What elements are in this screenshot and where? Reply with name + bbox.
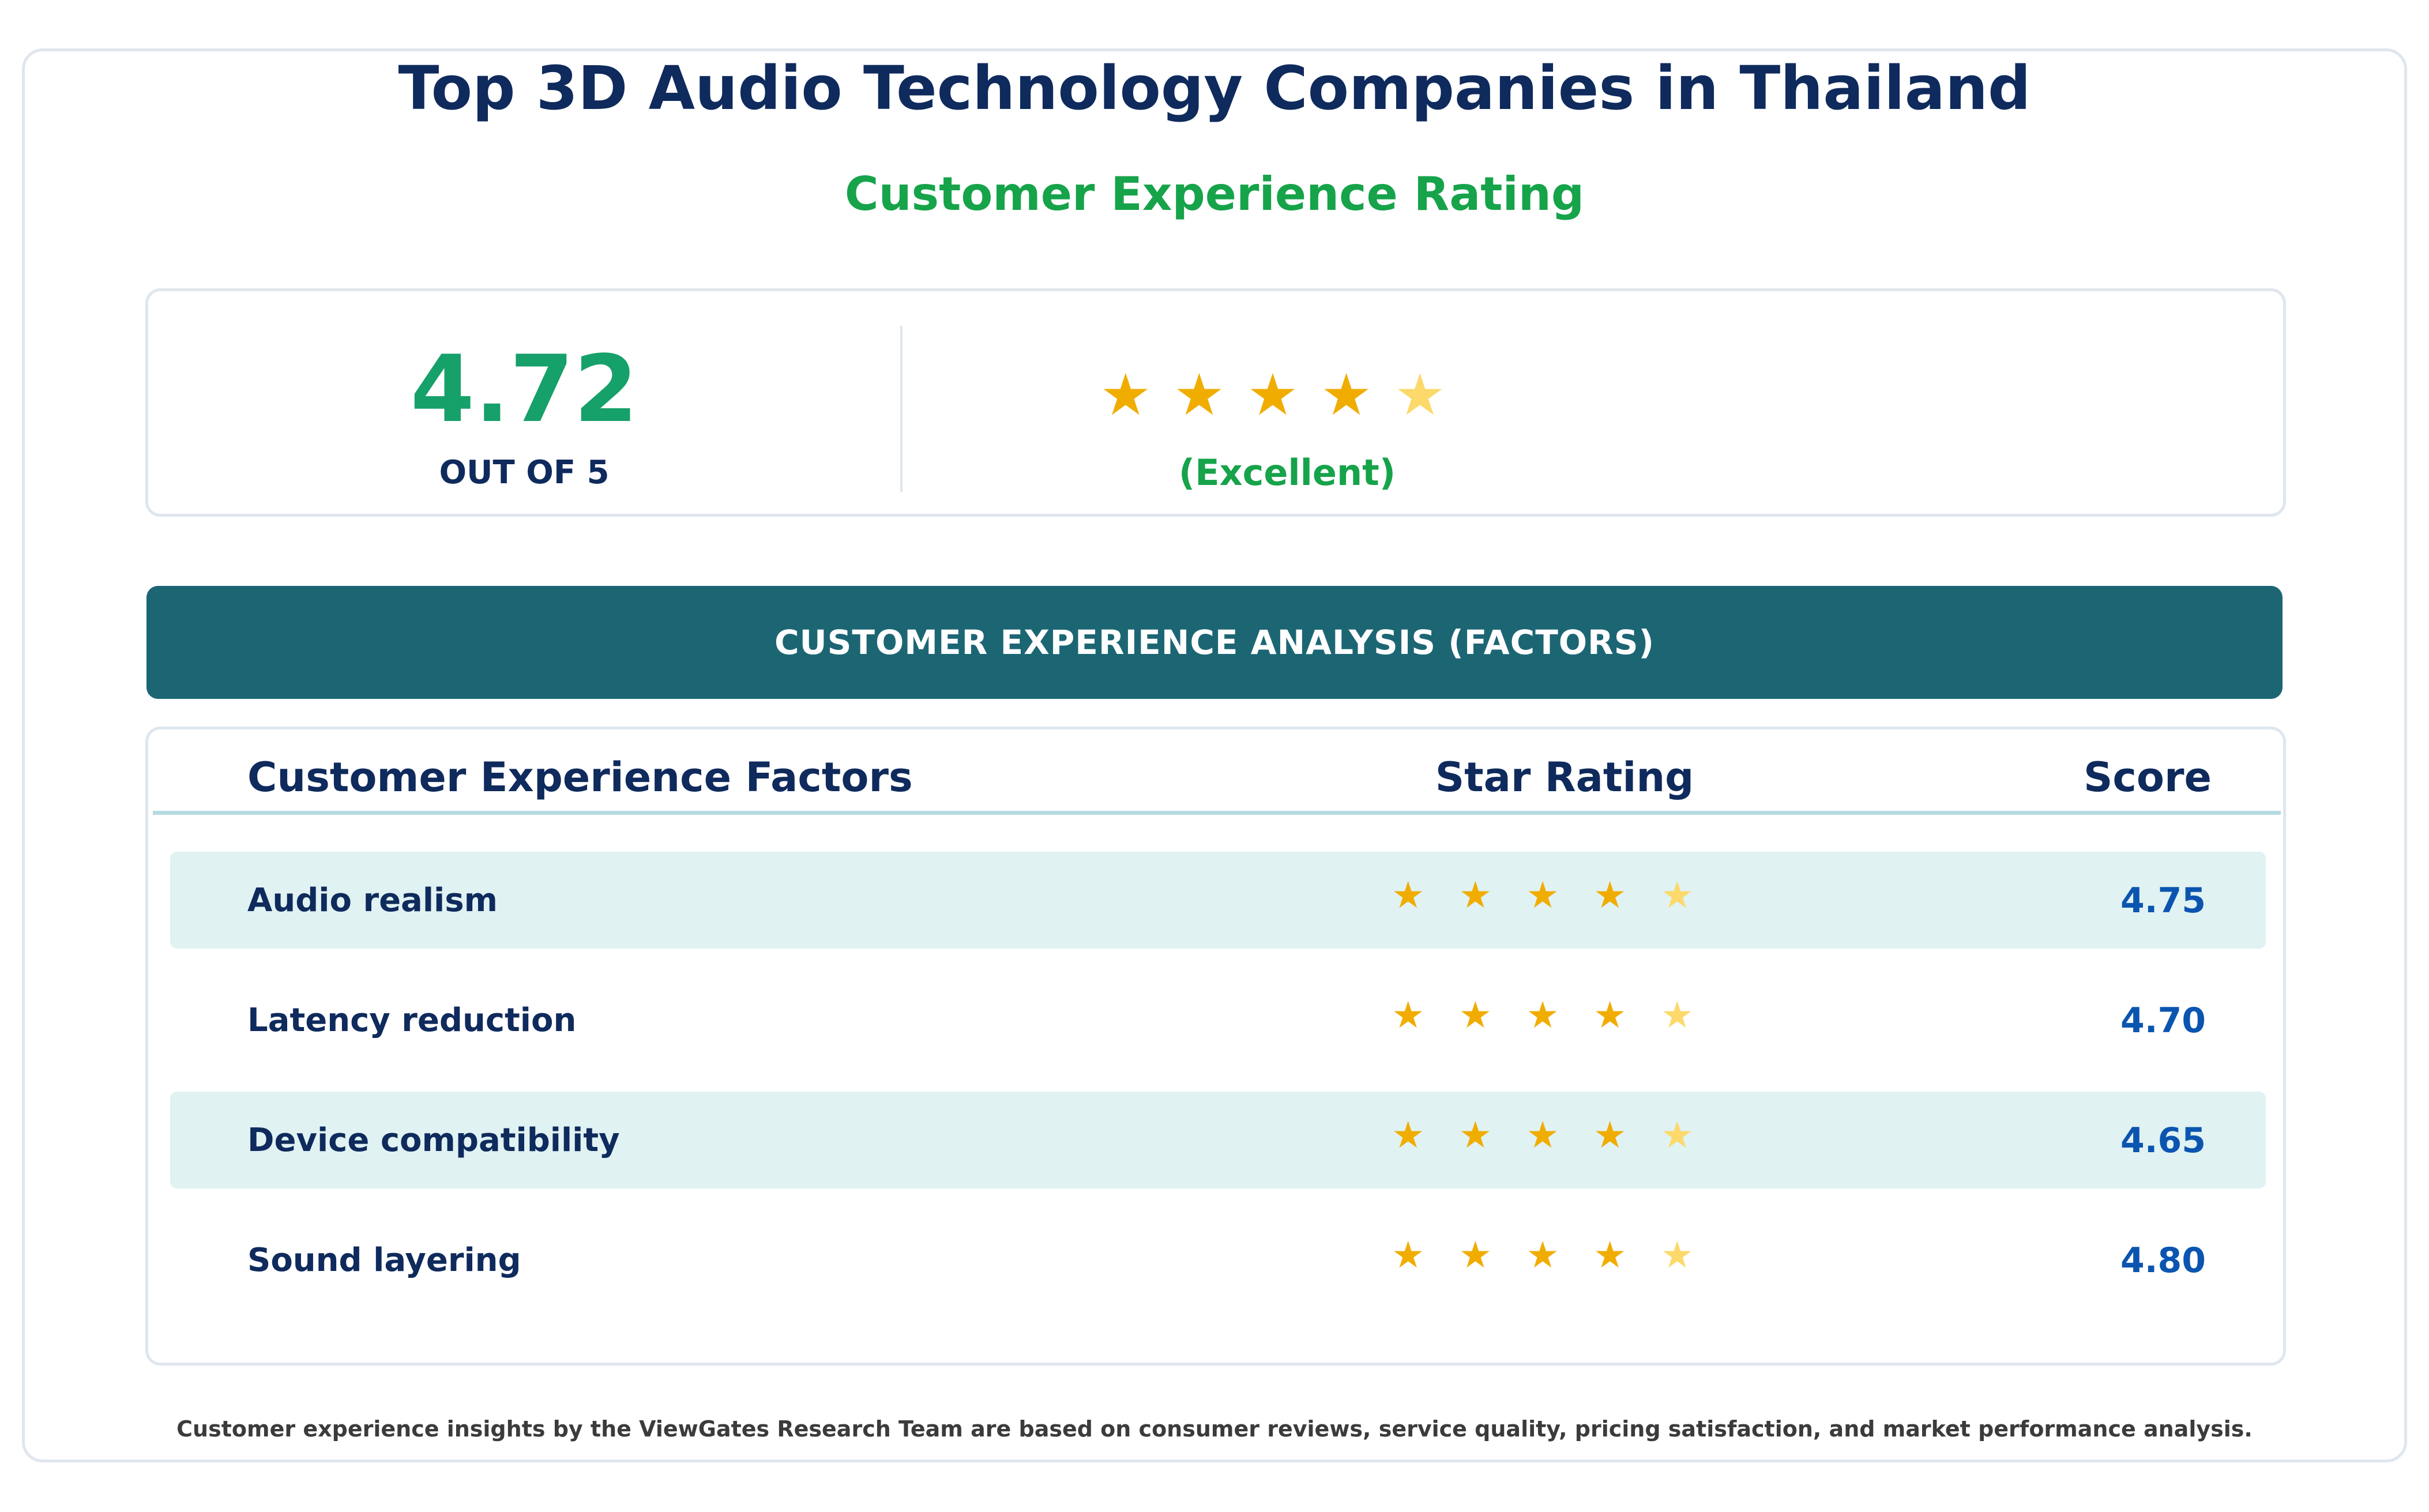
column-header-score: Score bbox=[2084, 754, 2212, 801]
star-icon: ★ bbox=[1458, 1114, 1492, 1157]
star-icon: ★ bbox=[1526, 1234, 1559, 1277]
star-icon: ★ bbox=[1173, 361, 1225, 428]
partial-star-icon: ★ bbox=[1660, 994, 1694, 1037]
factor-label: Device compatibility bbox=[247, 1122, 620, 1159]
summary-divider bbox=[900, 326, 903, 492]
star-icon: ★ bbox=[1458, 1234, 1492, 1277]
partial-star-icon: ★ bbox=[1660, 1114, 1694, 1157]
table-row: Latency reduction ★ ★ ★ ★ ★ 4.70 bbox=[170, 972, 2266, 1069]
partial-star-icon: ★ bbox=[1394, 361, 1446, 428]
column-header-stars: Star Rating bbox=[1435, 754, 1694, 801]
row-star-rating: ★ ★ ★ ★ ★ bbox=[1392, 877, 1694, 914]
overall-score: 4.72 bbox=[410, 335, 638, 443]
table-row: Audio realism ★ ★ ★ ★ ★ 4.75 bbox=[170, 852, 2266, 949]
factor-label: Audio realism bbox=[247, 882, 498, 919]
factor-label: Latency reduction bbox=[247, 1002, 577, 1039]
factors-table: Customer Experience Factors Star Rating … bbox=[145, 727, 2286, 1366]
row-star-rating: ★ ★ ★ ★ ★ bbox=[1392, 997, 1694, 1034]
star-icon: ★ bbox=[1458, 994, 1492, 1037]
star-icon: ★ bbox=[1392, 1234, 1425, 1277]
table-row: Sound layering ★ ★ ★ ★ ★ 4.80 bbox=[170, 1212, 2266, 1308]
factor-score: 4.75 bbox=[2120, 881, 2206, 921]
rating-label: (Excellent) bbox=[1178, 452, 1396, 494]
partial-star-icon: ★ bbox=[1660, 874, 1694, 917]
star-icon: ★ bbox=[1392, 874, 1425, 917]
factor-score: 4.70 bbox=[2120, 1001, 2206, 1041]
row-star-rating: ★ ★ ★ ★ ★ bbox=[1392, 1237, 1694, 1274]
star-icon: ★ bbox=[1247, 361, 1299, 428]
star-icon: ★ bbox=[1100, 361, 1152, 428]
star-icon: ★ bbox=[1593, 874, 1627, 917]
star-icon: ★ bbox=[1526, 874, 1559, 917]
factor-score: 4.65 bbox=[2120, 1120, 2206, 1161]
column-header-factor: Customer Experience Factors bbox=[247, 754, 913, 801]
page-title: Top 3D Audio Technology Companies in Tha… bbox=[398, 53, 2031, 123]
page-subtitle: Customer Experience Rating bbox=[844, 167, 1585, 221]
row-star-rating: ★ ★ ★ ★ ★ bbox=[1392, 1117, 1694, 1154]
table-row: Device compatibility ★ ★ ★ ★ ★ 4.65 bbox=[170, 1092, 2266, 1188]
out-of-label: OUT OF 5 bbox=[439, 454, 610, 491]
star-icon: ★ bbox=[1392, 994, 1425, 1037]
star-icon: ★ bbox=[1320, 361, 1373, 428]
overall-star-rating: ★ ★ ★ ★ ★ bbox=[1100, 366, 1446, 424]
factor-label: Sound layering bbox=[247, 1242, 521, 1279]
star-icon: ★ bbox=[1526, 1114, 1559, 1157]
star-icon: ★ bbox=[1593, 1234, 1627, 1277]
star-icon: ★ bbox=[1593, 994, 1627, 1037]
star-icon: ★ bbox=[1392, 1114, 1425, 1157]
partial-star-icon: ★ bbox=[1660, 1234, 1694, 1277]
star-icon: ★ bbox=[1593, 1114, 1627, 1157]
section-banner: CUSTOMER EXPERIENCE ANALYSIS (FACTORS) bbox=[146, 586, 2283, 699]
table-header: Customer Experience Factors Star Rating … bbox=[153, 729, 2281, 815]
star-icon: ★ bbox=[1458, 874, 1492, 917]
star-icon: ★ bbox=[1526, 994, 1559, 1037]
footer-note: Customer experience insights by the View… bbox=[176, 1416, 2253, 1442]
factor-score: 4.80 bbox=[2120, 1240, 2206, 1281]
overall-rating-panel: 4.72 OUT OF 5 ★ ★ ★ ★ ★ (Excellent) bbox=[145, 288, 2286, 517]
